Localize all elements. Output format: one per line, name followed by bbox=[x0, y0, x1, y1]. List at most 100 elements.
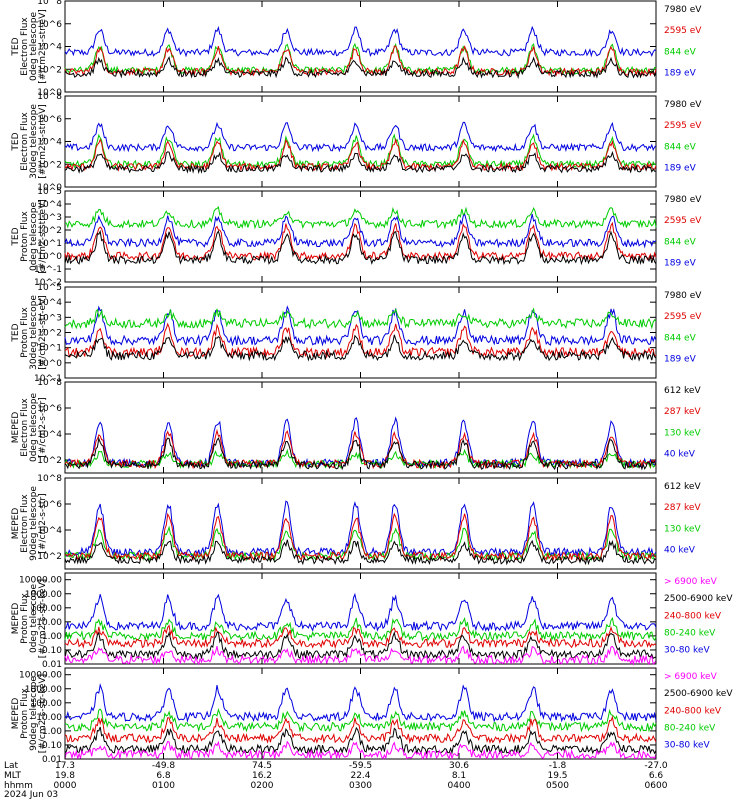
y-axis-label-line: 0deg telescope bbox=[29, 393, 39, 463]
legend-entry: 2595 eV bbox=[664, 121, 702, 131]
y-axis-label-line: Electron Flux bbox=[20, 17, 30, 76]
y-axis-label-line: Proton Flux bbox=[20, 307, 30, 358]
y-axis-label-line: [#/cm2-s-str-eV] bbox=[38, 199, 48, 274]
y-tick-label: 10^5 bbox=[37, 187, 62, 197]
y-tick-label: 10^0 bbox=[37, 88, 62, 98]
y-axis-label-line: [#/cm2-s-str-keV] bbox=[38, 674, 48, 753]
y-axis-label: MEPEDProton Flux90deg telescope[#/cm2-s-… bbox=[11, 674, 48, 753]
y-axis-label: TEDElectron Flux0deg telescope[#/cm2-s-s… bbox=[11, 9, 48, 84]
legend-entry: 40 keV bbox=[664, 545, 696, 555]
mlt-tick-label: 6.6 bbox=[649, 771, 664, 781]
y-axis-label-line: 30deg telescope bbox=[29, 104, 39, 179]
y-tick-label: 10^2 bbox=[37, 226, 62, 236]
panel-4: 10^-1 10^0 10^1 10^2 10^3 10^4 10^5 TEDProton F… bbox=[11, 283, 702, 384]
y-tick-label: 10^3 bbox=[37, 313, 62, 323]
series-line bbox=[64, 539, 657, 566]
series-line bbox=[64, 726, 657, 755]
y-tick-label: 10^-1 bbox=[34, 374, 62, 384]
legend-entry: 130 keV bbox=[664, 524, 701, 534]
y-axis-label-line: TED bbox=[11, 132, 21, 151]
legend-entry: > 6900 keV bbox=[664, 577, 718, 587]
panel-3: 10^-2 10^-1 10^0 10^1 10^2 10^3 10^4 10^5 TEDPro… bbox=[11, 187, 702, 288]
y-axis-label-line: Proton Flux bbox=[20, 593, 30, 644]
legend-entry: 40 keV bbox=[664, 449, 696, 459]
series-line bbox=[64, 221, 657, 262]
y-axis-label-line: [#/cm2-s-str] bbox=[38, 493, 48, 553]
y-axis-label-line: TED bbox=[11, 323, 21, 342]
legend-entry: 189 eV bbox=[664, 258, 697, 268]
legend-entry: 7980 eV bbox=[664, 5, 702, 15]
y-tick-label: 10^2 bbox=[37, 160, 62, 170]
legend-entry: 80-240 keV bbox=[664, 724, 716, 734]
y-axis-label-line: 0deg telescope bbox=[29, 202, 39, 272]
time-axis-row-label: 2024 Jun 03 bbox=[4, 790, 58, 800]
series-line bbox=[64, 592, 657, 632]
legend-entry: 844 eV bbox=[664, 47, 697, 57]
y-tick-label: 1.00 bbox=[42, 632, 62, 642]
legend-entry: 2595 eV bbox=[664, 26, 702, 36]
y-axis-label: MEPEDProton Flux0deg telescope[#/cm2-s-s… bbox=[11, 579, 48, 658]
legend-entry: 7980 eV bbox=[664, 195, 702, 205]
y-tick-label: 10000.00 bbox=[19, 576, 62, 586]
y-tick-label: 10^2 bbox=[37, 329, 62, 339]
lat-tick-label: -27.0 bbox=[644, 761, 668, 771]
series-line bbox=[64, 740, 657, 761]
mlt-tick-label: 19.8 bbox=[55, 771, 75, 781]
y-tick-label: 10^2 bbox=[37, 456, 62, 466]
legend-entry: 612 keV bbox=[664, 386, 701, 396]
panel-frame bbox=[64, 0, 657, 93]
series-line bbox=[64, 137, 657, 173]
hhmm-tick-label: 0100 bbox=[152, 781, 175, 791]
y-tick-label: 0.01 bbox=[42, 755, 62, 765]
mlt-tick-label: 16.2 bbox=[252, 771, 272, 781]
mlt-tick-label: 8.1 bbox=[452, 771, 466, 781]
legend-entry: 240-800 keV bbox=[664, 706, 722, 716]
series-line bbox=[64, 416, 657, 468]
y-axis-label: TEDProton Flux0deg telescope[#/cm2-s-str… bbox=[11, 199, 48, 274]
y-tick-label: 10^1 bbox=[37, 344, 62, 354]
y-axis-label-line: Electron Flux bbox=[20, 398, 30, 457]
panel-2: 10^0 10^2 10^4 10^6 10^8 TEDElectron Flux30de… bbox=[11, 92, 702, 193]
y-tick-label: 10^8 bbox=[37, 0, 62, 7]
y-axis-label: MEPEDElectron Flux0deg telescope[#/cm2-s… bbox=[11, 393, 48, 463]
series-line bbox=[64, 500, 657, 558]
y-tick-label: 10^5 bbox=[37, 283, 62, 293]
series-line bbox=[64, 212, 657, 249]
legend-entry: 189 eV bbox=[664, 354, 697, 364]
legend-entry: 612 keV bbox=[664, 482, 701, 492]
series-line bbox=[64, 229, 657, 266]
legend-entry: 7980 eV bbox=[664, 100, 702, 110]
y-tick-label: 0.01 bbox=[42, 660, 62, 670]
panel-frame bbox=[64, 572, 657, 665]
hhmm-tick-label: 0300 bbox=[349, 781, 372, 791]
mlt-tick-label: 22.4 bbox=[350, 771, 370, 781]
y-tick-label: 10.00 bbox=[36, 618, 62, 628]
legend-entry: 189 eV bbox=[664, 68, 697, 78]
y-tick-label: 10.00 bbox=[36, 713, 62, 723]
y-tick-label: 10^6 bbox=[37, 115, 62, 125]
legend-entry: 30-80 keV bbox=[664, 741, 710, 751]
y-axis-label-line: MEPED bbox=[11, 412, 21, 444]
y-axis-label-line: [#/cm2-s-str-eV] bbox=[38, 9, 48, 84]
y-axis-label: MEPEDElectron Flux90deg telescope[#/cm2-… bbox=[11, 486, 48, 561]
panel-6: 10^2 10^4 10^6 10^8 MEPEDElectron Flux90deg … bbox=[11, 474, 701, 570]
y-axis-label-line: Electron Flux bbox=[20, 494, 30, 553]
y-axis-label-line: 0deg telescope bbox=[29, 584, 39, 654]
y-tick-label: 10^0 bbox=[37, 183, 62, 193]
mlt-tick-label: 6.8 bbox=[156, 771, 171, 781]
time-axis-row-label: hhmm bbox=[4, 781, 33, 791]
legend-entry: 80-240 keV bbox=[664, 629, 716, 639]
series-line bbox=[64, 307, 657, 330]
y-tick-label: 10^3 bbox=[37, 213, 62, 223]
lat-tick-label: 30.6 bbox=[449, 761, 469, 771]
series-line bbox=[64, 305, 657, 347]
y-tick-label: 10^4 bbox=[37, 200, 62, 210]
hhmm-tick-label: 0400 bbox=[448, 781, 471, 791]
legend-entry: 7980 eV bbox=[664, 291, 702, 301]
series-line bbox=[64, 428, 657, 470]
legend-entry: 844 eV bbox=[664, 142, 697, 152]
series-line bbox=[64, 512, 657, 562]
panel-frame bbox=[64, 190, 657, 283]
series-line bbox=[64, 334, 657, 362]
